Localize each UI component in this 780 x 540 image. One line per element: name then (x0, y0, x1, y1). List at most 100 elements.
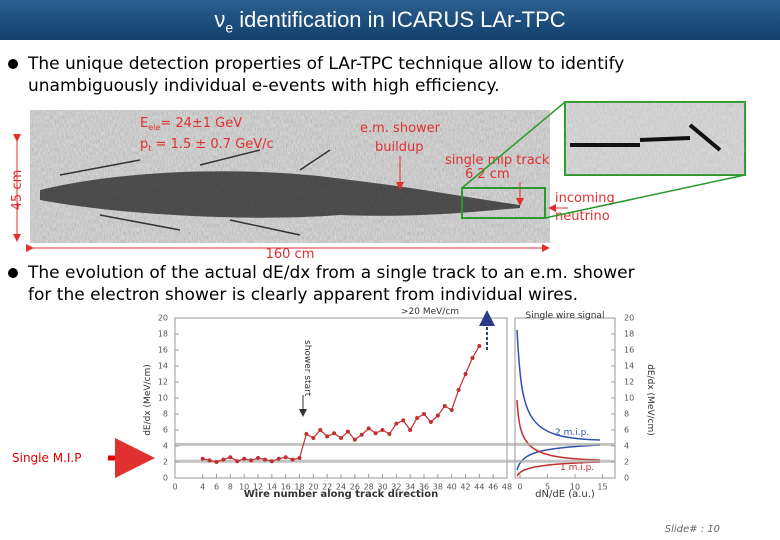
bullet-dot (8, 268, 18, 278)
right-x-label: dN/dE (a.u.) (535, 489, 595, 500)
title-bar: νe identification in ICARUS LAr-TPC (0, 0, 780, 40)
y-tick-label: 6 (163, 426, 168, 435)
data-point (249, 458, 254, 463)
data-point (345, 429, 350, 434)
right-y-tick-label: 6 (624, 426, 629, 435)
x-tick-label: 14 (267, 483, 277, 492)
data-point (352, 437, 357, 442)
x-tick-label: 0 (172, 483, 177, 492)
title-subscript: e (225, 19, 234, 36)
data-point (380, 428, 385, 432)
x-tick-label: 24 (336, 483, 346, 492)
plot-frame (174, 317, 508, 479)
bullet-line: The unique detection properties of LAr-T… (28, 54, 625, 74)
right-y-tick-label: 8 (624, 410, 629, 419)
mip-label: single mip track (445, 153, 550, 168)
x-tick-label: 38 (433, 483, 443, 492)
mip1-label: 1 m.i.p. (560, 463, 594, 473)
data-point (422, 412, 426, 416)
data-point (290, 457, 295, 462)
energy-text: = 24±1 GeV (160, 116, 242, 131)
data-point (214, 460, 219, 464)
right-y-label: dE/dx (MeV/cm) (645, 364, 655, 436)
right-y-tick-label: 14 (624, 362, 634, 371)
neutrino-label: neutrino (555, 209, 610, 224)
height-label: 45 cm (10, 170, 25, 211)
shower-label: e.m. shower (360, 121, 441, 136)
y-tick-label: 14 (158, 362, 168, 371)
x-tick-label: 4 (200, 483, 205, 492)
x-tick-label: 28 (364, 483, 374, 492)
x-tick-label: 36 (419, 483, 429, 492)
bullet-line: unambiguously individual e-events with h… (28, 76, 500, 96)
y-tick-label: 2 (163, 458, 168, 467)
data-point (235, 459, 240, 464)
data-point (435, 413, 440, 418)
width-label: 160 cm (266, 247, 315, 262)
right-x-tick-label: 10 (570, 483, 580, 492)
right-y-tick-label: 2 (624, 458, 629, 467)
data-point (221, 457, 226, 462)
bullet: The unique detection properties of LAr-T… (8, 53, 624, 97)
mip-label: 6.2 cm (465, 167, 510, 182)
x-tick-label: 22 (322, 483, 332, 492)
right-y-tick-label: 20 (624, 314, 634, 323)
mip2-label: 2 m.i.p. (555, 428, 589, 438)
x-tick-label: 6 (214, 483, 219, 492)
x-tick-label: 32 (391, 483, 401, 492)
right-y-tick-label: 0 (624, 474, 629, 483)
data-point (200, 456, 205, 461)
data-point (325, 434, 330, 439)
y-tick-label: 12 (158, 378, 168, 387)
data-point (415, 416, 420, 420)
data-point (311, 436, 316, 440)
y-tick-label: 20 (158, 314, 168, 323)
y-tick-label: 4 (163, 442, 168, 451)
x-tick-label: 34 (405, 483, 415, 492)
zoom-track (570, 123, 722, 152)
data-point (394, 421, 399, 426)
data-point (401, 418, 406, 423)
x-tick-label: 18 (294, 483, 304, 492)
bullet-line: The evolution of the actual dE/dx from a… (28, 263, 635, 283)
energy-subscript: ele (148, 123, 160, 132)
shower-tracks (59, 149, 331, 236)
zoom-box (461, 187, 546, 219)
x-tick-label: 12 (253, 483, 263, 492)
x-tick-label: 30 (377, 483, 387, 492)
data-point (228, 455, 233, 460)
data-point (207, 458, 212, 463)
data-point (304, 432, 309, 436)
data-point (428, 420, 433, 424)
momentum-subscript: t (148, 144, 151, 153)
right-y-tick-label: 16 (624, 346, 634, 355)
x-tick-label: 44 (474, 483, 484, 492)
right-y-tick-label: 12 (624, 378, 634, 387)
y-tick-label: 16 (158, 346, 168, 355)
zoom-line (461, 101, 566, 189)
shower-label: buildup (375, 140, 423, 155)
data-point (276, 456, 281, 461)
y-tick-label: 10 (158, 394, 168, 403)
y-tick-label: 0 (163, 474, 168, 483)
x-tick-label: 16 (281, 483, 291, 492)
right-title: Single wire signal (526, 311, 605, 321)
bullet-line: for the electron shower is clearly appar… (28, 285, 578, 305)
x-tick-label: 20 (308, 483, 318, 492)
side-label: Single M.I.P (12, 451, 81, 465)
data-point (339, 436, 343, 440)
bullet-dot (8, 59, 18, 69)
data-point (366, 426, 371, 431)
shower-start-label: shower start (302, 340, 312, 397)
data-point (256, 456, 260, 460)
zoom-line (544, 174, 746, 219)
data-point (283, 455, 288, 460)
mip2-curve (516, 329, 601, 471)
right-y-tick-label: 18 (624, 330, 634, 339)
data-point (477, 344, 482, 348)
title: identification in ICARUS LAr-TPC (239, 7, 566, 32)
momentum-symbol: p (140, 137, 148, 152)
right-x-tick-label: 5 (545, 483, 550, 492)
data-point (449, 408, 454, 412)
